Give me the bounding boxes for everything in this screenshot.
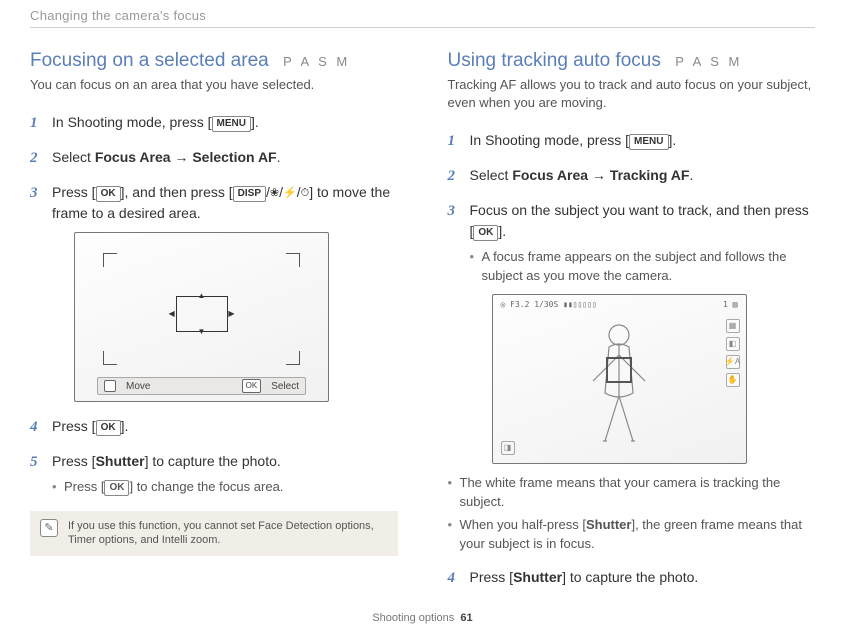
macro-icon: ❀ (270, 185, 279, 202)
text: ]. (498, 223, 506, 239)
menu-icon: MENU (212, 116, 251, 132)
flash-icon: ⚡ (283, 185, 297, 202)
note-text: If you use this function, you cannot set… (68, 519, 388, 548)
lcd-bottombar: Move OK Select (97, 377, 306, 395)
right-step-1: 1 In Shooting mode, press [MENU]. (448, 130, 816, 151)
note-box: ✎ If you use this function, you cannot s… (30, 511, 398, 556)
ok-icon: OK (104, 480, 129, 496)
lcd-topline: ◎ F3.2 1/30S ▮▮▯▯▯▯▯ 1 ▥ (501, 299, 738, 311)
left-step-2: 2 Select Focus Area → Selection AF. (30, 147, 398, 168)
text: → (171, 149, 193, 165)
text: Select (52, 149, 95, 165)
breadcrumb: Changing the camera's focus (30, 0, 815, 28)
text: Press [ (52, 418, 96, 434)
right-title: Using tracking auto focus (448, 50, 661, 71)
text: Press [ (52, 184, 96, 200)
text: Focus on the subject you want to track, … (470, 202, 809, 239)
right-step-2: 2 Select Focus Area → Tracking AF. (448, 165, 816, 186)
text: ]. (669, 132, 677, 148)
side-icon: ▦ (726, 319, 740, 333)
right-step-4: 4 Press [Shutter] to capture the photo. (448, 567, 816, 588)
tracking-focus-box (606, 357, 632, 383)
text: When you half-press [ (460, 517, 586, 532)
text: Press [ (52, 453, 96, 469)
text: Shutter (96, 453, 145, 469)
text: Press [ (470, 569, 514, 585)
right-bullet-1: The white frame means that your camera i… (448, 474, 816, 512)
mode-icons: P A S M (675, 54, 742, 69)
lcd-select-label: Select (271, 379, 299, 394)
text: ]. (251, 114, 259, 130)
text: Tracking AF (610, 167, 690, 183)
text: ] to capture the photo. (145, 453, 281, 469)
text: → (588, 167, 610, 183)
text: ] to change the focus area. (129, 479, 283, 494)
frame-corner (103, 253, 117, 267)
footer-page-number: 61 (460, 612, 472, 624)
text: Select (470, 167, 513, 183)
text: Selection AF (192, 149, 276, 165)
left-step-4: 4 Press [OK]. (30, 416, 398, 437)
footer-section: Shooting options (372, 612, 454, 624)
ok-icon: OK (96, 420, 121, 436)
lcd-move-label: Move (126, 379, 150, 394)
ok-icon: OK (473, 225, 498, 241)
left-step-5: 5 Press [Shutter] to capture the photo. … (30, 451, 398, 497)
frame-corner (103, 351, 117, 365)
lcd-preview-tracking: ◎ F3.2 1/30S ▮▮▯▯▯▯▯ 1 ▥ ▦ ◧ ⚡A ✋ ◨ (492, 294, 747, 464)
mode-icons: P A S M (283, 54, 350, 69)
dpad-icon (104, 380, 116, 392)
ok-icon: OK (242, 379, 262, 393)
lcd-preview-selection: ▲ ▼ ◀ ▶ Move OK Select (74, 232, 329, 402)
right-step-3-sub: A focus frame appears on the subject and… (470, 248, 816, 286)
lcd-side-icons: ▦ ◧ ⚡A ✋ (726, 319, 740, 387)
right-intro: Tracking AF allows you to track and auto… (448, 76, 816, 112)
text: . (277, 149, 281, 165)
left-title: Focusing on a selected area (30, 50, 269, 71)
ok-icon: OK (96, 186, 121, 202)
text: . (689, 167, 693, 183)
page-footer: Shooting options 61 (0, 612, 845, 624)
left-step-1: 1 In Shooting mode, press [MENU]. (30, 112, 398, 133)
text: Focus Area (95, 149, 171, 165)
side-icon: ⚡A (726, 355, 740, 369)
text: ], and then press [ (121, 184, 233, 200)
text: Press [ (64, 479, 104, 494)
left-step-3: 3 Press [OK], and then press [DISP/❀/⚡/⏱… (30, 182, 398, 402)
mode-indicator-icon: ◨ (501, 441, 515, 455)
focus-box: ▲ ▼ ◀ ▶ (176, 296, 228, 332)
text: Focus Area (512, 167, 588, 183)
left-intro: You can focus on an area that you have s… (30, 76, 398, 94)
text: Shutter (586, 517, 632, 532)
disp-icon: DISP (233, 186, 266, 202)
text: In Shooting mode, press [ (52, 114, 212, 130)
right-bullet-2: When you half-press [Shutter], the green… (448, 516, 816, 554)
right-step-3: 3 Focus on the subject you want to track… (448, 200, 816, 553)
side-icon: ◧ (726, 337, 740, 351)
text: ]. (121, 418, 129, 434)
note-icon: ✎ (40, 519, 58, 537)
menu-icon: MENU (629, 134, 668, 150)
frame-corner (286, 351, 300, 365)
timer-icon: ⏱ (301, 185, 310, 202)
lcd-count: 1 (723, 300, 728, 309)
left-step-5-sub: Press [OK] to change the focus area. (52, 478, 398, 497)
frame-corner (286, 253, 300, 267)
left-column: Focusing on a selected area P A S M You … (30, 50, 398, 602)
lcd-exposure: F3.2 1/30S (510, 300, 558, 309)
subject-silhouette (575, 321, 663, 451)
text: ] to capture the photo. (562, 569, 698, 585)
right-column: Using tracking auto focus P A S M Tracki… (448, 50, 816, 602)
text: Shutter (513, 569, 562, 585)
side-icon: ✋ (726, 373, 740, 387)
text: In Shooting mode, press [ (470, 132, 630, 148)
